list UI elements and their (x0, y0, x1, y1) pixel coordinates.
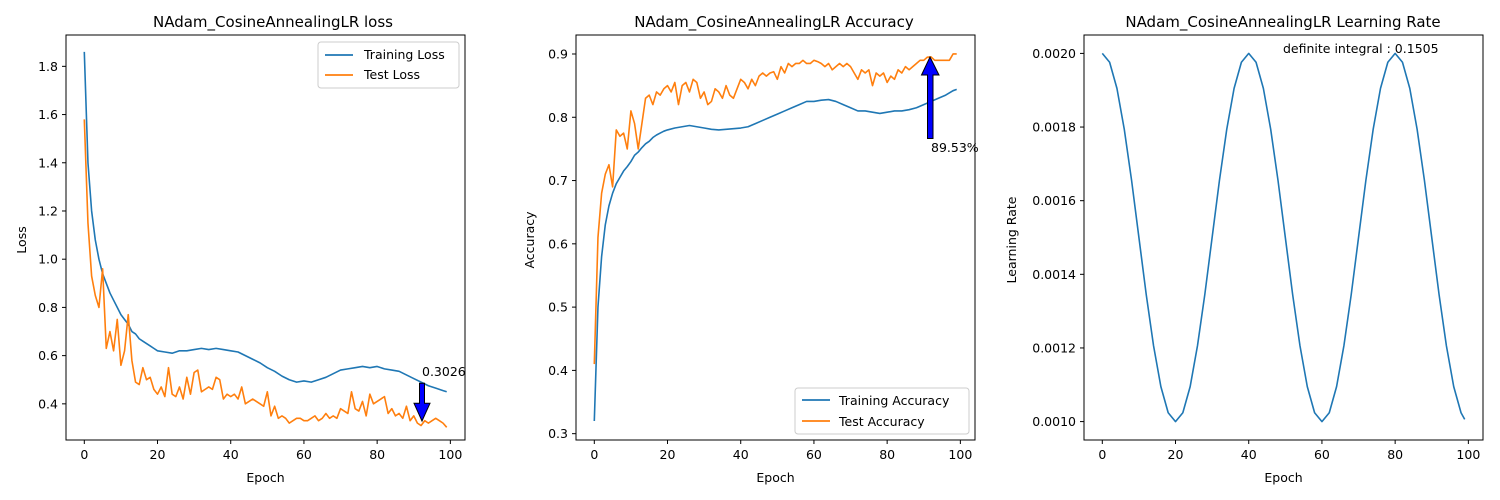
y-tick-label: 1.0 (38, 252, 58, 267)
x-axis-label: Epoch (756, 470, 794, 485)
x-tick-label: 20 (1168, 447, 1184, 462)
integral-label: definite integral : 0.1505 (1283, 41, 1439, 56)
y-axis-label: Learning Rate (1004, 196, 1019, 283)
y-axis-label: Loss (14, 226, 29, 253)
y-tick-label: 1.4 (38, 155, 58, 170)
x-tick-label: 60 (806, 447, 822, 462)
x-tick-label: 0 (1098, 447, 1106, 462)
legend-label-training-accuracy: Training Accuracy (838, 393, 950, 408)
loss-chart: NAdam_CosineAnnealingLR loss Epoch Loss … (14, 13, 466, 485)
y-tick-label: 1.6 (38, 107, 58, 122)
y-tick-label: 0.8 (548, 110, 568, 125)
x-tick-label: 60 (296, 447, 312, 462)
min-loss-label: 0.3026 (422, 364, 466, 379)
y-tick-label: 1.8 (38, 59, 58, 74)
x-tick-label: 80 (879, 447, 895, 462)
y-tick-label: 0.0018 (1032, 120, 1076, 135)
y-tick-label: 0.7 (548, 173, 568, 188)
x-axis-label: Epoch (1264, 470, 1302, 485)
x-tick-label: 40 (1241, 447, 1257, 462)
y-tick-label: 0.0014 (1032, 267, 1076, 282)
x-tick-label: 20 (660, 447, 676, 462)
axis-ticks: 0 20 40 60 80 100 0.4 0.6 0.8 1.0 1.2 1.4 1.6 1.8 (38, 59, 462, 462)
y-tick-label: 1.2 (38, 203, 58, 218)
y-tick-label: 0.3 (548, 426, 568, 441)
y-tick-label: 0.5 (548, 300, 568, 315)
chart-title: NAdam_CosineAnnealingLR Accuracy (634, 13, 914, 32)
axes-frame (575, 34, 976, 441)
legend-label-test-accuracy: Test Accuracy (838, 414, 925, 429)
x-tick-label: 100 (948, 447, 972, 462)
plot-lines (1101, 52, 1466, 423)
x-tick-label: 0 (590, 447, 598, 462)
y-tick-label: 0.6 (38, 348, 58, 363)
y-axis-label: Accuracy (522, 211, 537, 269)
x-tick-label: 40 (733, 447, 749, 462)
x-axis-label: Epoch (246, 470, 284, 485)
series-line-test-accuracy (593, 53, 957, 365)
legend: Training Loss Test Loss (317, 41, 460, 89)
y-tick-label: 0.4 (548, 363, 568, 378)
legend-box (794, 387, 970, 435)
max-accuracy-label: 89.53% (931, 140, 979, 155)
plot-lines (83, 51, 448, 428)
series-line-test-loss (83, 119, 448, 428)
up-arrow (920, 55, 940, 139)
down-arrow (413, 382, 431, 423)
integral-annotation: definite integral : 0.1505 (1283, 41, 1439, 56)
min-loss-annotation: 0.3026 (413, 364, 466, 423)
y-tick-label: 0.9 (548, 46, 568, 61)
y-tick-label: 0.4 (38, 396, 58, 411)
x-tick-label: 80 (1387, 447, 1403, 462)
legend-label-training-loss: Training Loss (363, 47, 445, 62)
axes-frame (1083, 34, 1484, 441)
y-tick-label: 0.6 (548, 236, 568, 251)
learning-rate-chart: NAdam_CosineAnnealingLR Learning Rate Ep… (1004, 13, 1484, 485)
y-tick-label: 0.8 (38, 300, 58, 315)
y-tick-label: 0.0016 (1032, 193, 1076, 208)
accuracy-chart: NAdam_CosineAnnealingLR Accuracy Epoch A… (522, 13, 979, 485)
x-tick-label: 100 (438, 447, 462, 462)
x-tick-label: 80 (369, 447, 385, 462)
x-tick-label: 60 (1314, 447, 1330, 462)
legend-box (317, 41, 460, 89)
series-line-learning-rate (1101, 52, 1466, 423)
max-accuracy-annotation: 89.53% (920, 55, 979, 155)
axes-frame (65, 34, 466, 441)
x-tick-label: 100 (1456, 447, 1480, 462)
plot-lines (593, 53, 957, 422)
x-tick-label: 20 (150, 447, 166, 462)
series-line-training-accuracy (593, 88, 957, 422)
legend-label-test-loss: Test Loss (363, 67, 420, 82)
axis-ticks: 0 20 40 60 80 100 0.3 0.4 0.5 0.6 0.7 0.8 0.9 (548, 46, 972, 462)
chart-title: NAdam_CosineAnnealingLR loss (153, 13, 393, 32)
legend: Training Accuracy Test Accuracy (794, 387, 970, 435)
series-line-training-loss (83, 51, 447, 393)
chart-title: NAdam_CosineAnnealingLR Learning Rate (1125, 13, 1440, 32)
axis-ticks: 0 20 40 60 80 100 0.0010 0.0012 0.0014 0.0016 0.00… (1032, 46, 1480, 462)
x-tick-label: 40 (223, 447, 239, 462)
y-tick-label: 0.0020 (1032, 46, 1076, 61)
y-tick-label: 0.0012 (1032, 340, 1076, 355)
y-tick-label: 0.0010 (1032, 414, 1076, 429)
x-tick-label: 0 (80, 447, 88, 462)
